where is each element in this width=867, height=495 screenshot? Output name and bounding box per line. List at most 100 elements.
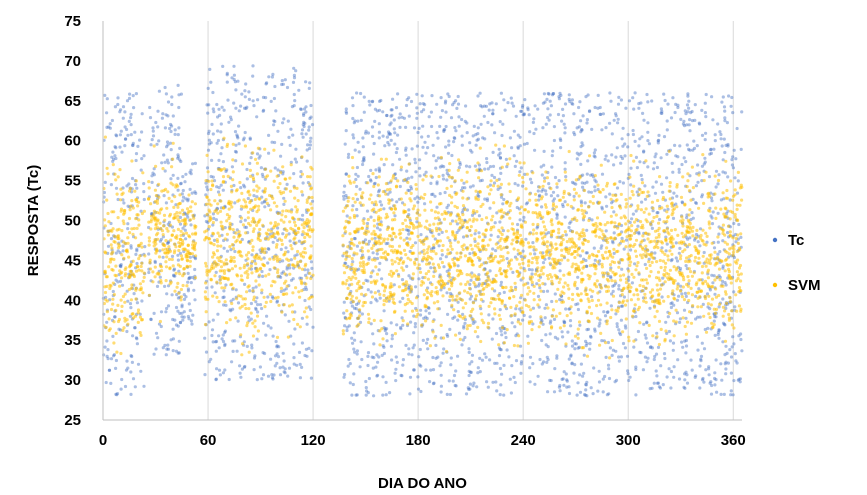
data-point <box>669 228 674 232</box>
data-point <box>509 391 513 395</box>
data-point <box>249 156 253 160</box>
data-point <box>669 302 673 306</box>
data-point <box>719 392 723 396</box>
data-point <box>296 217 300 221</box>
data-point <box>541 272 545 276</box>
data-point <box>568 319 573 323</box>
data-point <box>113 145 117 149</box>
data-point <box>433 237 437 241</box>
data-point <box>407 352 411 356</box>
data-point <box>223 368 227 372</box>
data-point <box>430 290 434 294</box>
data-point <box>675 259 680 263</box>
data-point <box>691 216 695 220</box>
data-point <box>700 133 705 137</box>
data-point <box>436 355 440 359</box>
data-point <box>401 358 405 362</box>
data-point <box>729 179 733 183</box>
data-point <box>182 297 187 301</box>
data-point <box>443 128 447 132</box>
data-point <box>489 301 493 305</box>
data-point <box>435 180 439 184</box>
data-point <box>619 278 623 282</box>
data-point <box>218 275 222 279</box>
data-point <box>380 277 384 281</box>
data-point <box>643 197 648 201</box>
data-point <box>523 172 527 176</box>
data-point <box>563 131 567 135</box>
data-point <box>270 373 274 377</box>
data-point <box>510 146 514 150</box>
data-point <box>305 315 309 319</box>
data-point <box>223 286 227 290</box>
data-point <box>214 264 218 268</box>
data-point <box>661 276 665 280</box>
data-point <box>226 174 230 178</box>
data-point <box>431 246 435 250</box>
data-point <box>105 354 109 358</box>
data-point <box>578 254 583 258</box>
data-point <box>491 150 495 154</box>
data-point <box>585 328 589 332</box>
data-point <box>125 127 129 132</box>
data-point <box>243 95 247 99</box>
data-point <box>525 201 530 205</box>
data-point <box>619 332 623 337</box>
data-point <box>365 209 370 213</box>
data-point <box>262 256 266 260</box>
data-point <box>617 355 621 359</box>
data-point <box>456 168 460 172</box>
data-point <box>182 272 186 276</box>
data-point <box>700 179 704 183</box>
data-point <box>678 317 683 321</box>
data-point <box>424 309 428 313</box>
data-point <box>700 264 705 269</box>
data-point <box>385 113 389 118</box>
data-point <box>560 253 564 258</box>
data-point <box>510 313 514 318</box>
data-point <box>150 174 154 178</box>
data-point <box>244 204 248 208</box>
data-point <box>605 301 609 305</box>
data-point <box>250 346 254 350</box>
data-point <box>395 147 399 151</box>
data-point <box>723 362 727 366</box>
data-point <box>655 331 659 335</box>
data-point <box>607 376 612 381</box>
data-point <box>234 231 238 235</box>
data-point <box>204 179 208 183</box>
data-point <box>721 95 725 99</box>
data-point <box>171 141 175 145</box>
data-point <box>372 244 376 248</box>
data-point <box>257 233 261 237</box>
data-point <box>308 139 312 144</box>
data-point <box>539 289 543 293</box>
data-point <box>709 380 713 384</box>
data-point <box>448 327 452 331</box>
data-point <box>595 279 599 283</box>
data-point <box>573 270 577 274</box>
data-point <box>244 82 248 86</box>
data-point <box>691 234 695 238</box>
data-point <box>438 124 442 128</box>
data-point <box>452 140 456 144</box>
data-point <box>500 333 504 337</box>
data-point <box>248 168 252 172</box>
data-point <box>642 118 646 122</box>
data-point <box>222 271 227 275</box>
data-point <box>221 175 226 179</box>
data-point <box>275 345 279 349</box>
data-point <box>598 235 602 239</box>
data-point <box>628 196 632 200</box>
data-point <box>297 350 302 354</box>
data-point <box>161 167 165 171</box>
data-point <box>573 216 577 220</box>
data-point <box>476 366 480 370</box>
data-point <box>347 174 351 178</box>
data-point <box>589 334 593 338</box>
data-point <box>528 366 532 370</box>
data-point <box>225 232 229 236</box>
data-point <box>534 127 538 131</box>
data-point <box>308 235 312 239</box>
data-point <box>464 392 469 396</box>
